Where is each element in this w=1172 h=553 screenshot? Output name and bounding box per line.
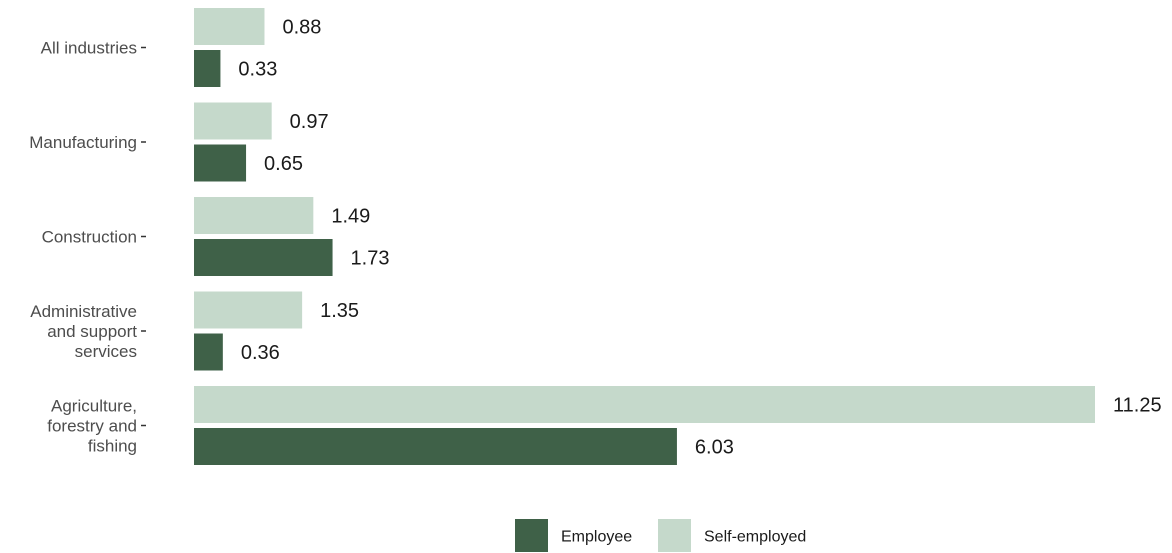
legend: Employee Self-employed <box>515 519 806 552</box>
category-label-manufacturing: Manufacturing <box>29 133 137 152</box>
value-label-employee-manufacturing: 0.65 <box>264 153 303 175</box>
bar-employee-manufacturing <box>194 144 247 182</box>
value-label-employee-administrative-and-support-services: 0.36 <box>241 342 280 364</box>
value-label-employee-all-industries: 0.33 <box>238 59 277 81</box>
value-label-self-employed-agriculture-forestry-and-fishing: 11.25 <box>1113 395 1162 417</box>
bar-employee-agriculture-forestry-and-fishing <box>194 428 677 465</box>
legend-key-self-employed <box>658 519 691 552</box>
bar-self-employed-agriculture-forestry-and-fishing <box>194 386 1095 423</box>
category-label-construction: Construction <box>42 228 137 247</box>
bar-self-employed-construction <box>194 197 314 234</box>
value-label-employee-agriculture-forestry-and-fishing: 6.03 <box>695 437 734 459</box>
bar-employee-all-industries <box>194 50 221 87</box>
value-label-self-employed-construction: 1.49 <box>331 206 370 228</box>
legend-label-self-employed: Self-employed <box>704 529 806 546</box>
bar-self-employed-administrative-and-support-services <box>194 291 303 329</box>
bar-self-employed-manufacturing <box>194 102 272 140</box>
legend-key-employee <box>515 519 548 552</box>
bar-employee-administrative-and-support-services <box>194 333 223 371</box>
category-label-all-industries: All industries <box>41 39 137 58</box>
value-label-self-employed-administrative-and-support-services: 1.35 <box>320 300 359 322</box>
value-label-self-employed-all-industries: 0.88 <box>282 17 321 39</box>
plot-area: All industries 0.880.33 Manufacturing 0.97 0… <box>29 8 1162 465</box>
category-label-agriculture-forestry-and-fishing: Agriculture, forestry and fishing <box>47 397 137 456</box>
category-label-administrative-and-support-services: Administrative and support services <box>30 302 137 361</box>
value-label-employee-construction: 1.73 <box>351 248 390 270</box>
legend-label-employee: Employee <box>561 529 632 546</box>
value-label-self-employed-manufacturing: 0.97 <box>290 111 329 133</box>
bar-employee-construction <box>194 239 333 276</box>
bar-self-employed-all-industries <box>194 8 265 45</box>
